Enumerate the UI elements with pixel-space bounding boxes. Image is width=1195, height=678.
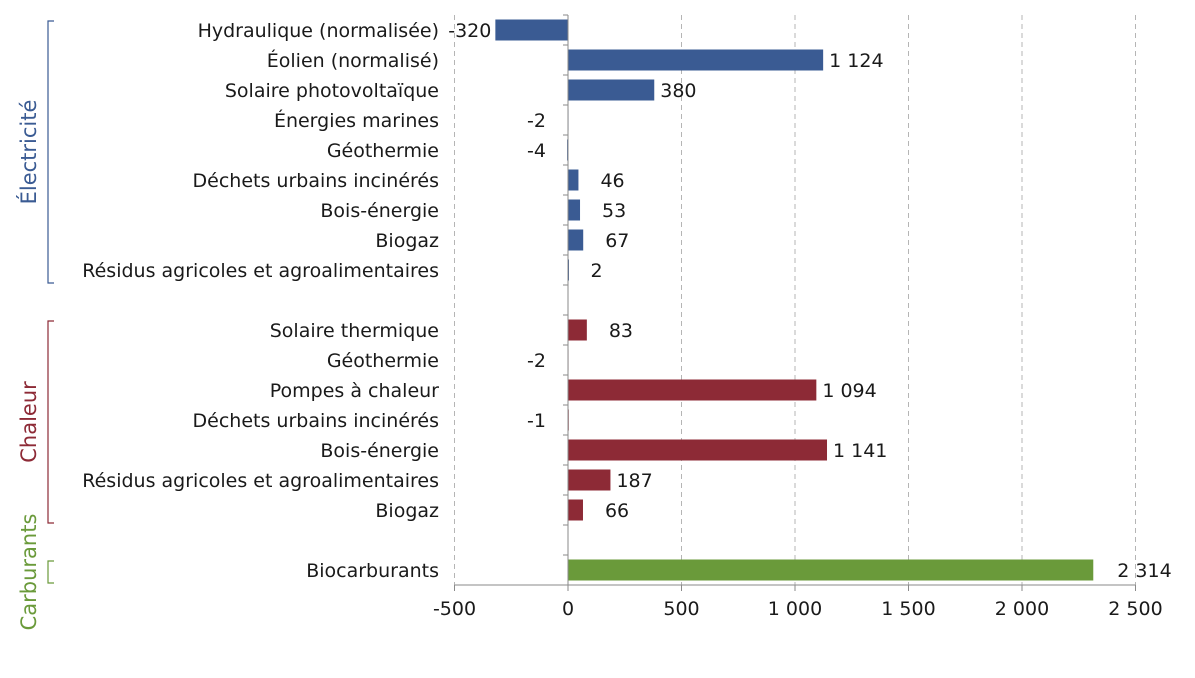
data-label: 67 bbox=[605, 230, 629, 252]
category-label: Résidus agricoles et agroalimentaires bbox=[82, 470, 439, 492]
category-label: Biogaz bbox=[375, 230, 439, 252]
category-label: Solaire thermique bbox=[270, 320, 439, 342]
bar bbox=[568, 559, 1094, 581]
x-tick-label: 0 bbox=[562, 598, 574, 620]
data-label: 83 bbox=[609, 320, 633, 342]
bar bbox=[568, 199, 581, 221]
category-label: Pompes à chaleur bbox=[270, 380, 439, 402]
x-tick-label: 2 000 bbox=[995, 598, 1049, 620]
bar bbox=[568, 379, 817, 401]
bar bbox=[568, 499, 583, 521]
category-label: Éolien (normalisé) bbox=[267, 49, 439, 72]
category-label: Biogaz bbox=[375, 500, 439, 522]
data-label: -2 bbox=[527, 110, 546, 132]
bar bbox=[568, 469, 611, 491]
category-label: Bois-énergie bbox=[320, 200, 439, 222]
data-label: 187 bbox=[616, 470, 652, 492]
bar bbox=[495, 19, 568, 41]
data-label: 380 bbox=[660, 80, 696, 102]
data-label: -4 bbox=[527, 140, 546, 162]
group-bracket bbox=[47, 20, 54, 284]
data-labels: -320 1 124 380 -2 -4 46 53 672 83 -2 1 094 -1 1 141 1… bbox=[448, 20, 1171, 582]
bar bbox=[568, 439, 828, 461]
data-label: 2 bbox=[590, 260, 602, 282]
data-label: 53 bbox=[602, 200, 626, 222]
category-label: Déchets urbains incinérés bbox=[193, 170, 439, 192]
bar bbox=[568, 79, 655, 101]
data-label: -2 bbox=[527, 350, 546, 372]
group-label: Carburants bbox=[17, 514, 41, 631]
category-label: Énergies marines bbox=[274, 109, 439, 132]
bar bbox=[568, 49, 824, 71]
category-label: Solaire photovoltaïque bbox=[225, 80, 439, 102]
data-label: 2 314 bbox=[1117, 560, 1171, 582]
x-tick-label: 1 500 bbox=[881, 598, 935, 620]
data-label: -320 bbox=[448, 20, 491, 42]
data-label: 1 124 bbox=[829, 50, 883, 72]
group-bracket bbox=[47, 560, 54, 584]
gridlines bbox=[454, 15, 1136, 585]
data-label: 1 094 bbox=[822, 380, 876, 402]
category-label: Géothermie bbox=[327, 140, 439, 162]
x-tick-label: 500 bbox=[663, 598, 699, 620]
group-label: Chaleur bbox=[17, 381, 41, 463]
group-brackets: Électricité Chaleur Carburants bbox=[16, 20, 54, 631]
category-label: Résidus agricoles et agroalimentaires bbox=[82, 260, 439, 282]
x-tick-label: 2 500 bbox=[1108, 598, 1162, 620]
x-tick-label: 1 000 bbox=[768, 598, 822, 620]
category-label: Déchets urbains incinérés bbox=[193, 410, 439, 432]
data-label: -1 bbox=[527, 410, 546, 432]
axes: -500 0 500 1 000 1 500 2 000 2 500 bbox=[433, 14, 1163, 620]
x-tick-label: -500 bbox=[433, 598, 476, 620]
category-label: Hydraulique (normalisée) bbox=[198, 20, 439, 42]
data-label: 1 141 bbox=[833, 440, 887, 462]
group-bracket bbox=[47, 320, 54, 524]
category-label: Bois-énergie bbox=[320, 440, 439, 462]
bar bbox=[568, 229, 584, 251]
bar bbox=[568, 319, 587, 341]
category-labels: Hydraulique (normalisée) Éolien (normalis… bbox=[82, 20, 439, 582]
category-label: Biocarburants bbox=[306, 560, 439, 582]
data-label: 66 bbox=[605, 500, 629, 522]
bar bbox=[568, 169, 579, 191]
data-label: 46 bbox=[600, 170, 624, 192]
group-label: Électricité bbox=[16, 100, 41, 205]
bars bbox=[495, 19, 1094, 581]
category-label: Géothermie bbox=[327, 350, 439, 372]
